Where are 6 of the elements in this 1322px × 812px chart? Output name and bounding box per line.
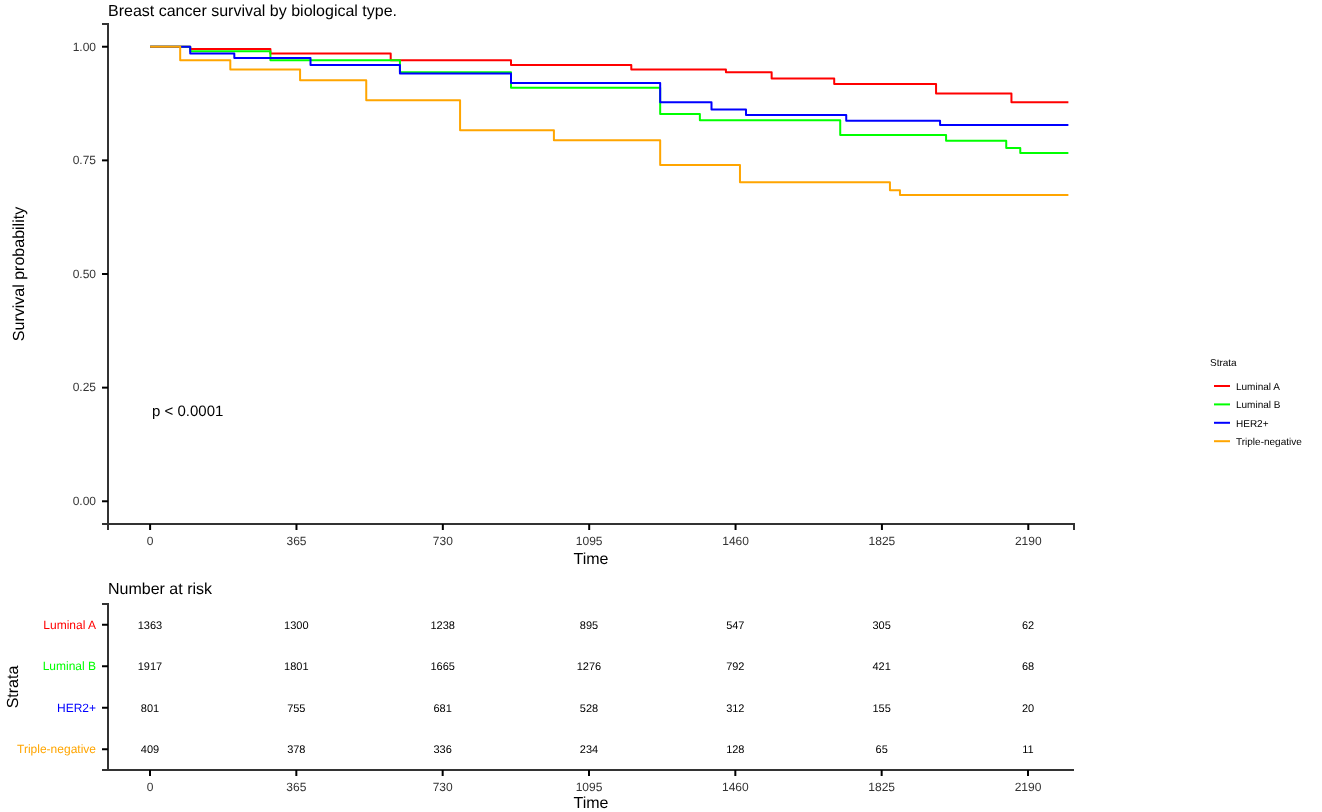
y-axis-title: Survival probability <box>10 206 28 342</box>
x-axis-title: Time <box>573 794 610 812</box>
y-axis-title: Strata <box>4 664 22 709</box>
chart-title: Breast cancer survival by biological type. <box>108 2 398 20</box>
x-axis-title: Time <box>573 550 610 568</box>
chart-title: Number at risk <box>108 580 215 598</box>
